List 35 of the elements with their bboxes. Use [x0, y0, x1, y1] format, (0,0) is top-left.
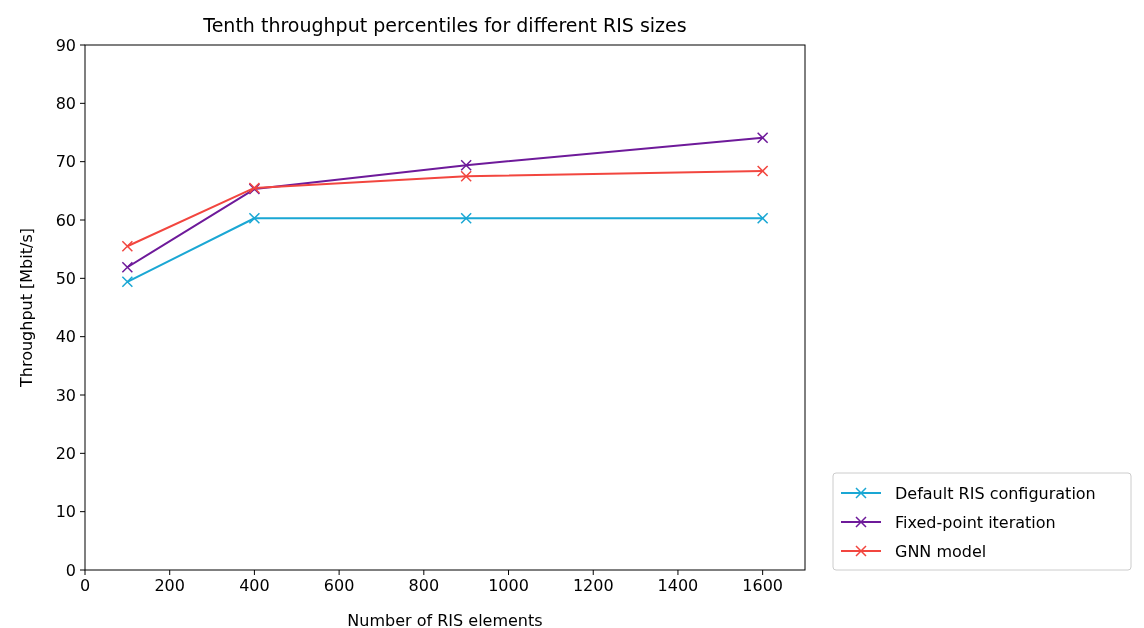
- y-tick-label: 50: [55, 268, 76, 288]
- point: [121, 240, 134, 252]
- y-tick-label: 60: [55, 210, 76, 230]
- point: [756, 212, 769, 224]
- legend-label: GNN model: [895, 541, 987, 561]
- point: [460, 212, 472, 224]
- x-tick-label: 1600: [742, 576, 784, 595]
- y-tick-label: 90: [55, 35, 76, 55]
- point: [756, 132, 769, 144]
- x-tick-label: 800: [408, 576, 440, 595]
- y-tick-label: 30: [55, 385, 76, 405]
- y-tick-label: 40: [55, 327, 76, 347]
- x-axis-title: Number of RIS elements: [347, 611, 543, 628]
- x-tick-label: 1400: [657, 576, 699, 595]
- y-tick-label: 20: [55, 443, 76, 463]
- y-tick-label: 0: [65, 560, 76, 580]
- x-tick-label: 1000: [488, 576, 529, 595]
- y-tick-label: 70: [55, 152, 76, 172]
- x-tick-label: 200: [154, 576, 185, 595]
- x-tick-label: 400: [239, 576, 270, 595]
- legend-label: Fixed-point iteration: [895, 512, 1056, 532]
- y-tick-label: 10: [55, 502, 76, 522]
- chart-title: Tenth throughput percentiles for different RIS sizes: [202, 14, 687, 36]
- legend-label: Default RIS configuration: [895, 483, 1096, 503]
- x-tick-label: 1200: [572, 576, 614, 595]
- point: [460, 170, 472, 182]
- x-tick-label: 0: [79, 576, 91, 595]
- point: [460, 159, 472, 171]
- point: [121, 276, 134, 288]
- point: [248, 212, 261, 224]
- x-tick-label: 600: [323, 576, 355, 595]
- point: [756, 165, 769, 177]
- y-axis-title: Throughput [Mbit/s]: [17, 228, 36, 388]
- point: [121, 261, 134, 273]
- y-tick-label: 80: [55, 93, 76, 113]
